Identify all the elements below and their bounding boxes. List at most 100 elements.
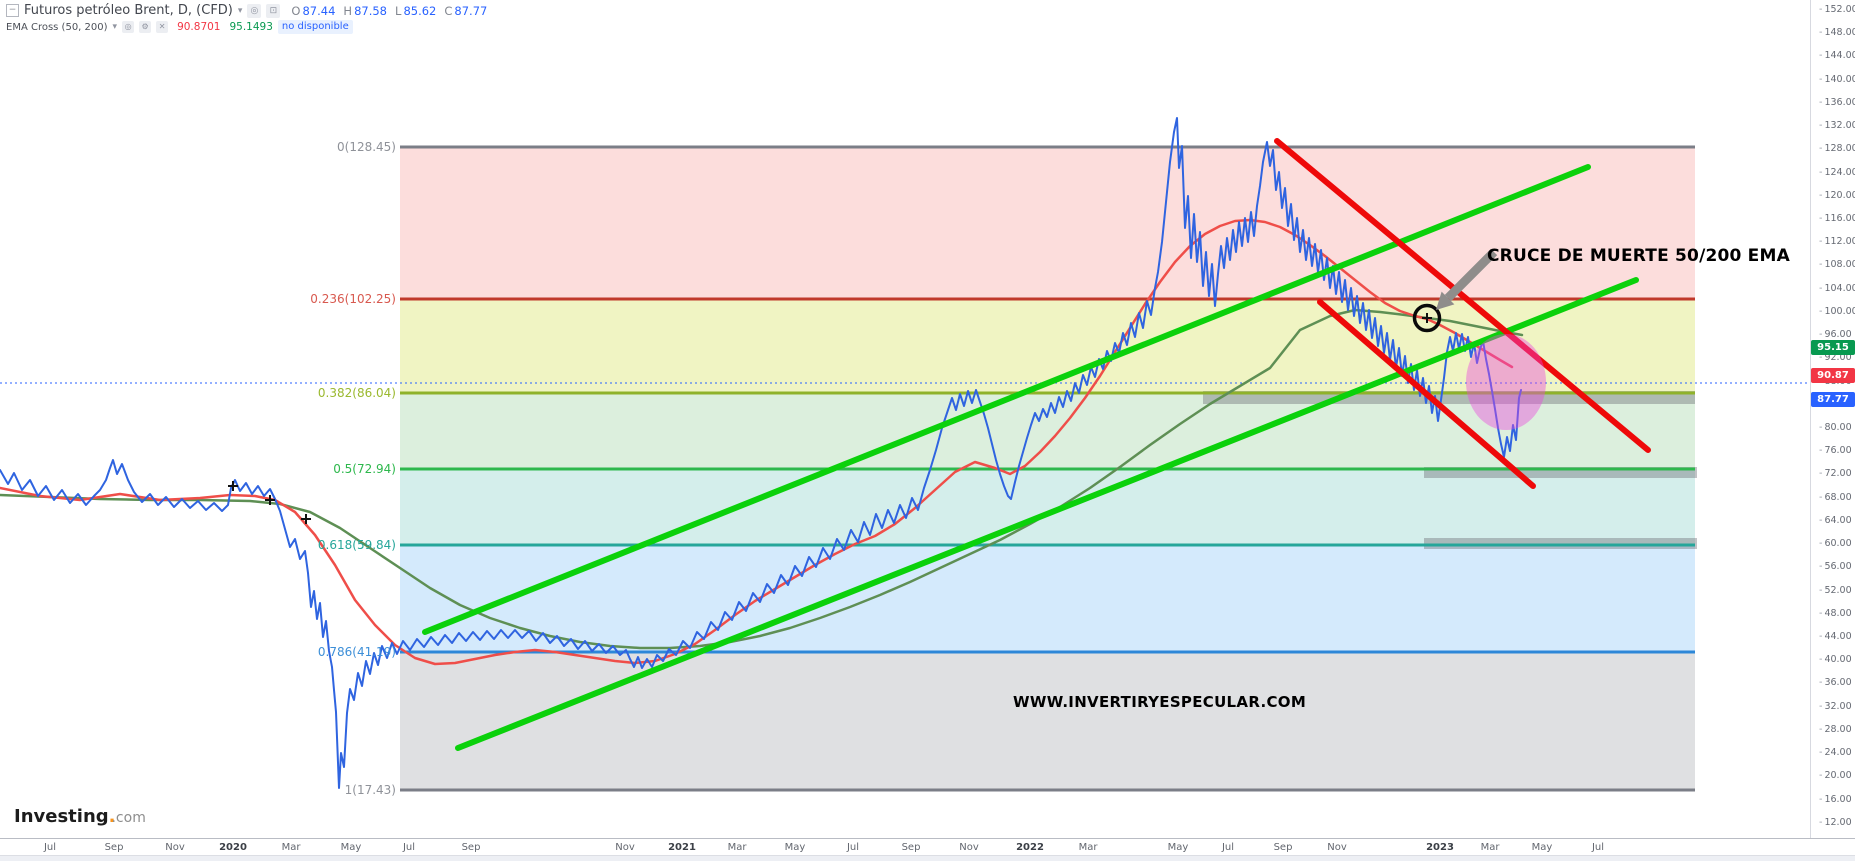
time-tick-label: May [1531,842,1553,853]
price-tick-label: -20.00 [1819,770,1852,782]
price-tick-label: -116.00 [1819,213,1855,225]
ema-cross-marker [228,481,238,491]
price-tick-label: -52.00 [1819,584,1852,596]
site-watermark: WWW.INVERTIRYESPECULAR.COM [1013,693,1307,711]
time-tick-label: Sep [1273,842,1293,853]
price-tick-label: -136.00 [1819,96,1855,108]
downtrend-trendline[interactable] [1274,138,1651,453]
price-tick-label: -12.00 [1819,816,1852,828]
time-tick-label: Nov [615,842,635,853]
fib-band [400,147,1695,299]
chevron-down-icon[interactable]: ▾ [237,5,243,16]
fib-band [400,299,1695,393]
price-tick-label: -24.00 [1819,747,1852,759]
ema200-value: 95.1493 [229,21,273,33]
ema-cross-marker [1422,313,1432,323]
ohlc-values: O 87.44 H 87.58 L 85.62 C 87.77 [291,4,487,18]
price-tick-label: -60.00 [1819,538,1852,550]
price-tick-label: -56.00 [1819,561,1852,573]
price-tick-label: -144.00 [1819,50,1855,62]
price-tick-label: -124.00 [1819,166,1855,178]
fib-level-label: 0.786(41.19) [317,645,396,659]
chevron-down-icon[interactable]: ▾ [112,22,118,32]
price-line [0,117,1522,789]
indicator-title[interactable]: EMA Cross (50, 200) [6,21,108,33]
fib-level-label: 1(17.43) [344,783,396,797]
ohlc-key: H [343,3,353,18]
close-icon[interactable]: ✕ [156,21,169,33]
ohlc-value: 85.62 [403,3,437,18]
price-axis[interactable]: -152.00 -148.00 -144.00 -140.00 -136.00 -132.… [1810,0,1855,838]
price-tick-label: -80.00 [1819,422,1852,434]
downtrend-trendline[interactable] [1317,299,1536,489]
symbol-title[interactable]: Futuros petróleo Brent, D, (CFD) [24,3,233,18]
price-tick-label: -120.00 [1819,189,1855,201]
collapse-icon[interactable]: − [6,4,19,17]
annotation-arrow [1444,248,1498,302]
fib-band [400,545,1695,652]
death-cross-circle[interactable] [1412,303,1442,333]
highlight-ellipse[interactable] [1466,334,1546,430]
time-tick-label: Mar [727,842,747,853]
fib-level-label: 0.5(72.94) [333,462,396,476]
legend: − Futuros petróleo Brent, D, (CFD) ▾ ◎ ⊡… [6,3,487,34]
time-tick-label: Mar [1480,842,1500,853]
price-tick-label: -100.00 [1819,305,1855,317]
annotation-arrowhead [1436,291,1455,310]
time-tick-label: Mar [1078,842,1098,853]
time-tick-label: 2022 [1016,842,1044,853]
price-tick-label: -40.00 [1819,654,1852,666]
price-tick-label: -36.00 [1819,677,1852,689]
time-tick-label: Sep [104,842,124,853]
price-tick-label: -72.00 [1819,468,1852,480]
price-tick-label: -16.00 [1819,793,1852,805]
fib-band [400,393,1695,469]
fib-band [400,469,1695,545]
time-tick-label: Nov [959,842,979,853]
price-tick-label: -112.00 [1819,236,1855,248]
price-tick-label: -108.00 [1819,259,1855,271]
time-tick-label: Jul [43,842,57,853]
time-tick-label: May [784,842,806,853]
channel-trendline[interactable] [422,164,1591,635]
investing-logo: Investing..com [14,806,146,827]
price-tick-label: -92.00 [1819,352,1852,364]
bottom-toolbar-strip [0,855,1855,861]
price-tick-label: -44.00 [1819,631,1852,643]
settings-gear-icon[interactable]: ⚙ [139,21,152,33]
time-tick-label: Jul [1591,842,1605,853]
ohlc-value: 87.44 [302,3,336,18]
time-tick-label: Sep [461,842,481,853]
price-tick-label: -32.00 [1819,700,1852,712]
death-cross-annotation: CRUCE DE MUERTE 50/200 EMA [1487,246,1790,266]
time-axis[interactable]: Jul Sep Nov 2020 Mar May Jul Sep Nov 2021 Mar May Ju… [0,838,1855,856]
more-icon[interactable]: ⊡ [266,3,281,18]
time-tick-label: May [340,842,362,853]
time-tick-label: 2021 [668,842,696,853]
price-tick-label: -96.00 [1819,329,1852,341]
time-tick-label: Jul [1221,842,1235,853]
support-zone-box [1424,467,1697,478]
ema200-line [0,308,1524,650]
time-tick-label: Sep [901,842,921,853]
price-badge: 90.87 [1811,368,1855,383]
price-tick-label: -132.00 [1819,120,1855,132]
eye-icon[interactable]: ◎ [122,21,135,33]
ohlc-key: C [444,3,453,18]
price-badge: 87.77 [1811,392,1855,407]
channel-trendline[interactable] [455,277,1639,751]
ohlc-value: 87.77 [454,3,488,18]
time-tick-label: Jul [402,842,416,853]
price-tick-label: -28.00 [1819,723,1852,735]
price-tick-label: -68.00 [1819,491,1852,503]
time-tick-label: Mar [281,842,301,853]
price-badge: 95.15 [1811,340,1855,355]
time-tick-label: May [1167,842,1189,853]
price-tick-label: -76.00 [1819,445,1852,457]
price-tick-label: -140.00 [1819,73,1855,85]
ohlc-key: L [395,3,402,18]
indicator-status: no disponible [277,20,353,34]
fib-level-label: 0.236(102.25) [310,292,396,306]
eye-icon[interactable]: ◎ [247,3,262,18]
